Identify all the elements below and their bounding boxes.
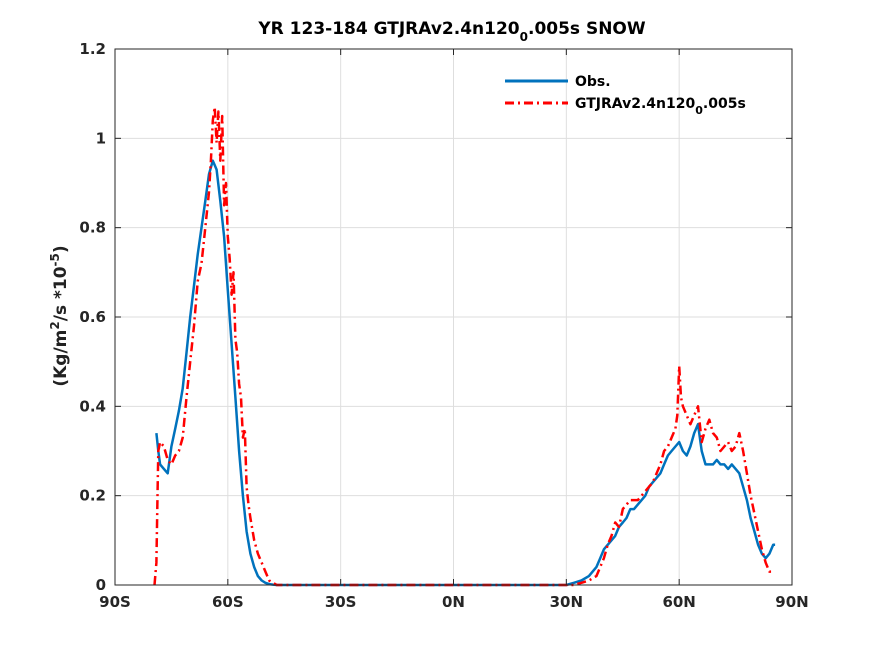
y-tick-label: 1.2 — [79, 40, 106, 58]
chart-title: YR 123-184 GTJRAv2.4n1200.005s SNOW — [257, 19, 646, 44]
y-tick-label: 0.4 — [79, 397, 106, 415]
x-tick-label: 60N — [662, 593, 695, 611]
x-tick-label: 30S — [325, 593, 357, 611]
x-tick-label: 30N — [550, 593, 583, 611]
legend: Obs. GTJRAv2.4n1200.005s — [505, 74, 746, 117]
series-line-obs — [155, 159, 776, 587]
title-subscript: 0 — [520, 30, 528, 44]
title-main: YR 123-184 GTJRAv2.4n120 — [257, 19, 519, 39]
x-tick-label: 90N — [775, 593, 808, 611]
y-axis-label: (Kg/m2/s *10-5) — [48, 245, 71, 386]
legend-label-model: GTJRAv2.4n1200.005s — [575, 96, 746, 117]
y-tick-label: 0 — [96, 576, 106, 594]
y-tick-label: 0.2 — [79, 487, 106, 505]
x-tick-label: 90S — [99, 593, 131, 611]
y-tick-label: 1 — [96, 129, 106, 147]
y-tick-label: 0.6 — [79, 308, 106, 326]
axes: 90S 60S 30S 0N 30N 60N 90N 0 0.2 0.4 0.6 0.8 1 1.2 — [79, 40, 808, 611]
x-tick-label: 0N — [442, 593, 465, 611]
title-end: .005s SNOW — [528, 19, 646, 39]
x-tick-label: 60S — [212, 593, 244, 611]
grid — [115, 49, 792, 585]
legend-label-obs: Obs. — [575, 74, 611, 90]
y-tick-label: 0.8 — [79, 219, 106, 237]
